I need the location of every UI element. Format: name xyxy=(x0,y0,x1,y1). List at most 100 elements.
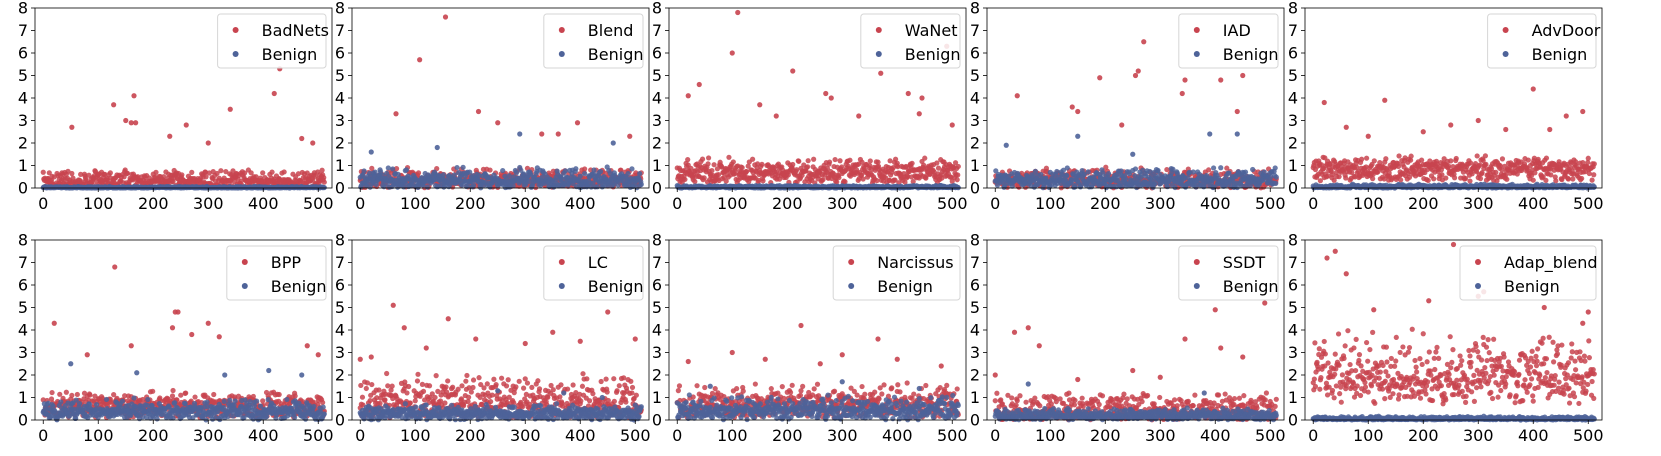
data-point xyxy=(1336,174,1342,180)
outlier-point xyxy=(757,102,763,108)
data-point xyxy=(706,155,712,161)
y-tick-label: 5 xyxy=(18,66,28,85)
data-point xyxy=(709,168,715,174)
data-point xyxy=(1570,176,1576,182)
data-point xyxy=(203,174,209,180)
outlier-point xyxy=(919,95,925,101)
data-point xyxy=(615,182,621,188)
outlier-point xyxy=(1420,129,1426,135)
data-point xyxy=(189,169,195,175)
outlier-point xyxy=(123,117,129,124)
y-tick-label: 3 xyxy=(18,111,28,130)
outlier-point xyxy=(310,140,316,146)
data-point xyxy=(260,170,266,176)
points-1 xyxy=(40,66,327,191)
data-point xyxy=(415,170,422,176)
y-tick-label: 2 xyxy=(970,134,980,153)
outlier-point xyxy=(227,106,233,112)
y-tick-label: 8 xyxy=(335,0,345,18)
x-tick-label: 100 xyxy=(83,194,114,213)
data-point xyxy=(124,170,130,176)
data-point xyxy=(1172,184,1178,191)
data-point xyxy=(390,166,396,172)
y-tick-label: 5 xyxy=(970,66,980,85)
data-point xyxy=(321,175,327,181)
y-tick-label: 4 xyxy=(18,89,28,108)
outlier-point xyxy=(1130,151,1136,157)
data-point xyxy=(1272,165,1278,171)
data-point xyxy=(955,172,961,178)
data-point xyxy=(65,168,71,174)
data-point xyxy=(1443,175,1449,181)
y-tick-label: 1 xyxy=(652,156,662,175)
outlier-point xyxy=(539,131,545,137)
data-point xyxy=(1206,167,1212,173)
outlier-point xyxy=(916,111,922,117)
data-point xyxy=(1364,155,1370,161)
series-benign xyxy=(992,131,1279,191)
outlier-point xyxy=(1321,99,1327,106)
data-point xyxy=(1396,153,1402,159)
y-tick-label: 6 xyxy=(18,44,28,63)
data-point xyxy=(1585,155,1591,161)
data-point xyxy=(1085,169,1091,175)
data-point xyxy=(440,172,446,178)
y-tick-label: 8 xyxy=(970,0,980,18)
data-point xyxy=(705,161,711,167)
y-tick-label: 6 xyxy=(335,44,345,63)
outlier-point xyxy=(1563,113,1569,119)
outlier-point xyxy=(1382,97,1388,103)
data-point xyxy=(102,171,108,177)
data-point xyxy=(625,170,631,177)
data-point xyxy=(1250,166,1256,173)
data-point xyxy=(218,168,224,174)
data-point xyxy=(867,158,873,164)
data-point xyxy=(637,170,643,177)
outlier-point xyxy=(1003,142,1009,148)
data-point xyxy=(361,168,367,174)
data-point xyxy=(1211,165,1217,171)
outlier-point xyxy=(1234,108,1240,115)
x-tick-label: 0 xyxy=(990,194,1000,213)
x-tick-label: 400 xyxy=(1200,194,1231,213)
data-point xyxy=(805,164,811,170)
data-point xyxy=(794,167,800,173)
y-tick-label: 1 xyxy=(335,156,345,175)
data-point xyxy=(1591,161,1597,167)
x-tick-label: 400 xyxy=(882,194,913,213)
y-tick-label: 0 xyxy=(652,179,662,198)
data-point xyxy=(1054,168,1060,175)
outlier-point xyxy=(790,68,796,74)
series-advdoor xyxy=(1310,86,1597,184)
outlier-point xyxy=(1075,133,1081,139)
data-point xyxy=(161,174,167,180)
data-point xyxy=(1064,165,1070,171)
outlier-point xyxy=(1503,126,1509,133)
outlier-point xyxy=(1580,108,1586,115)
outlier-point xyxy=(1069,104,1075,110)
data-point xyxy=(692,178,698,185)
data-point xyxy=(796,158,802,164)
outlier-point xyxy=(1530,86,1536,92)
outlier-point xyxy=(495,120,501,126)
legend-marker-benign xyxy=(875,51,882,57)
data-point xyxy=(385,165,391,171)
data-point xyxy=(811,156,817,162)
outlier-point xyxy=(1234,131,1240,137)
data-point xyxy=(319,167,325,173)
legend-marker-backdoor xyxy=(232,27,239,33)
data-point xyxy=(598,168,604,175)
x-tick-label: 300 xyxy=(510,194,541,213)
data-point xyxy=(1064,173,1070,179)
data-point xyxy=(1448,158,1454,164)
legend-label-backdoor: Blend xyxy=(588,21,634,40)
data-point xyxy=(1477,176,1484,182)
data-point xyxy=(487,167,493,173)
outlier-point xyxy=(131,93,137,99)
data-point xyxy=(1370,176,1376,182)
data-point xyxy=(46,170,52,176)
outlier-point xyxy=(1132,72,1139,79)
